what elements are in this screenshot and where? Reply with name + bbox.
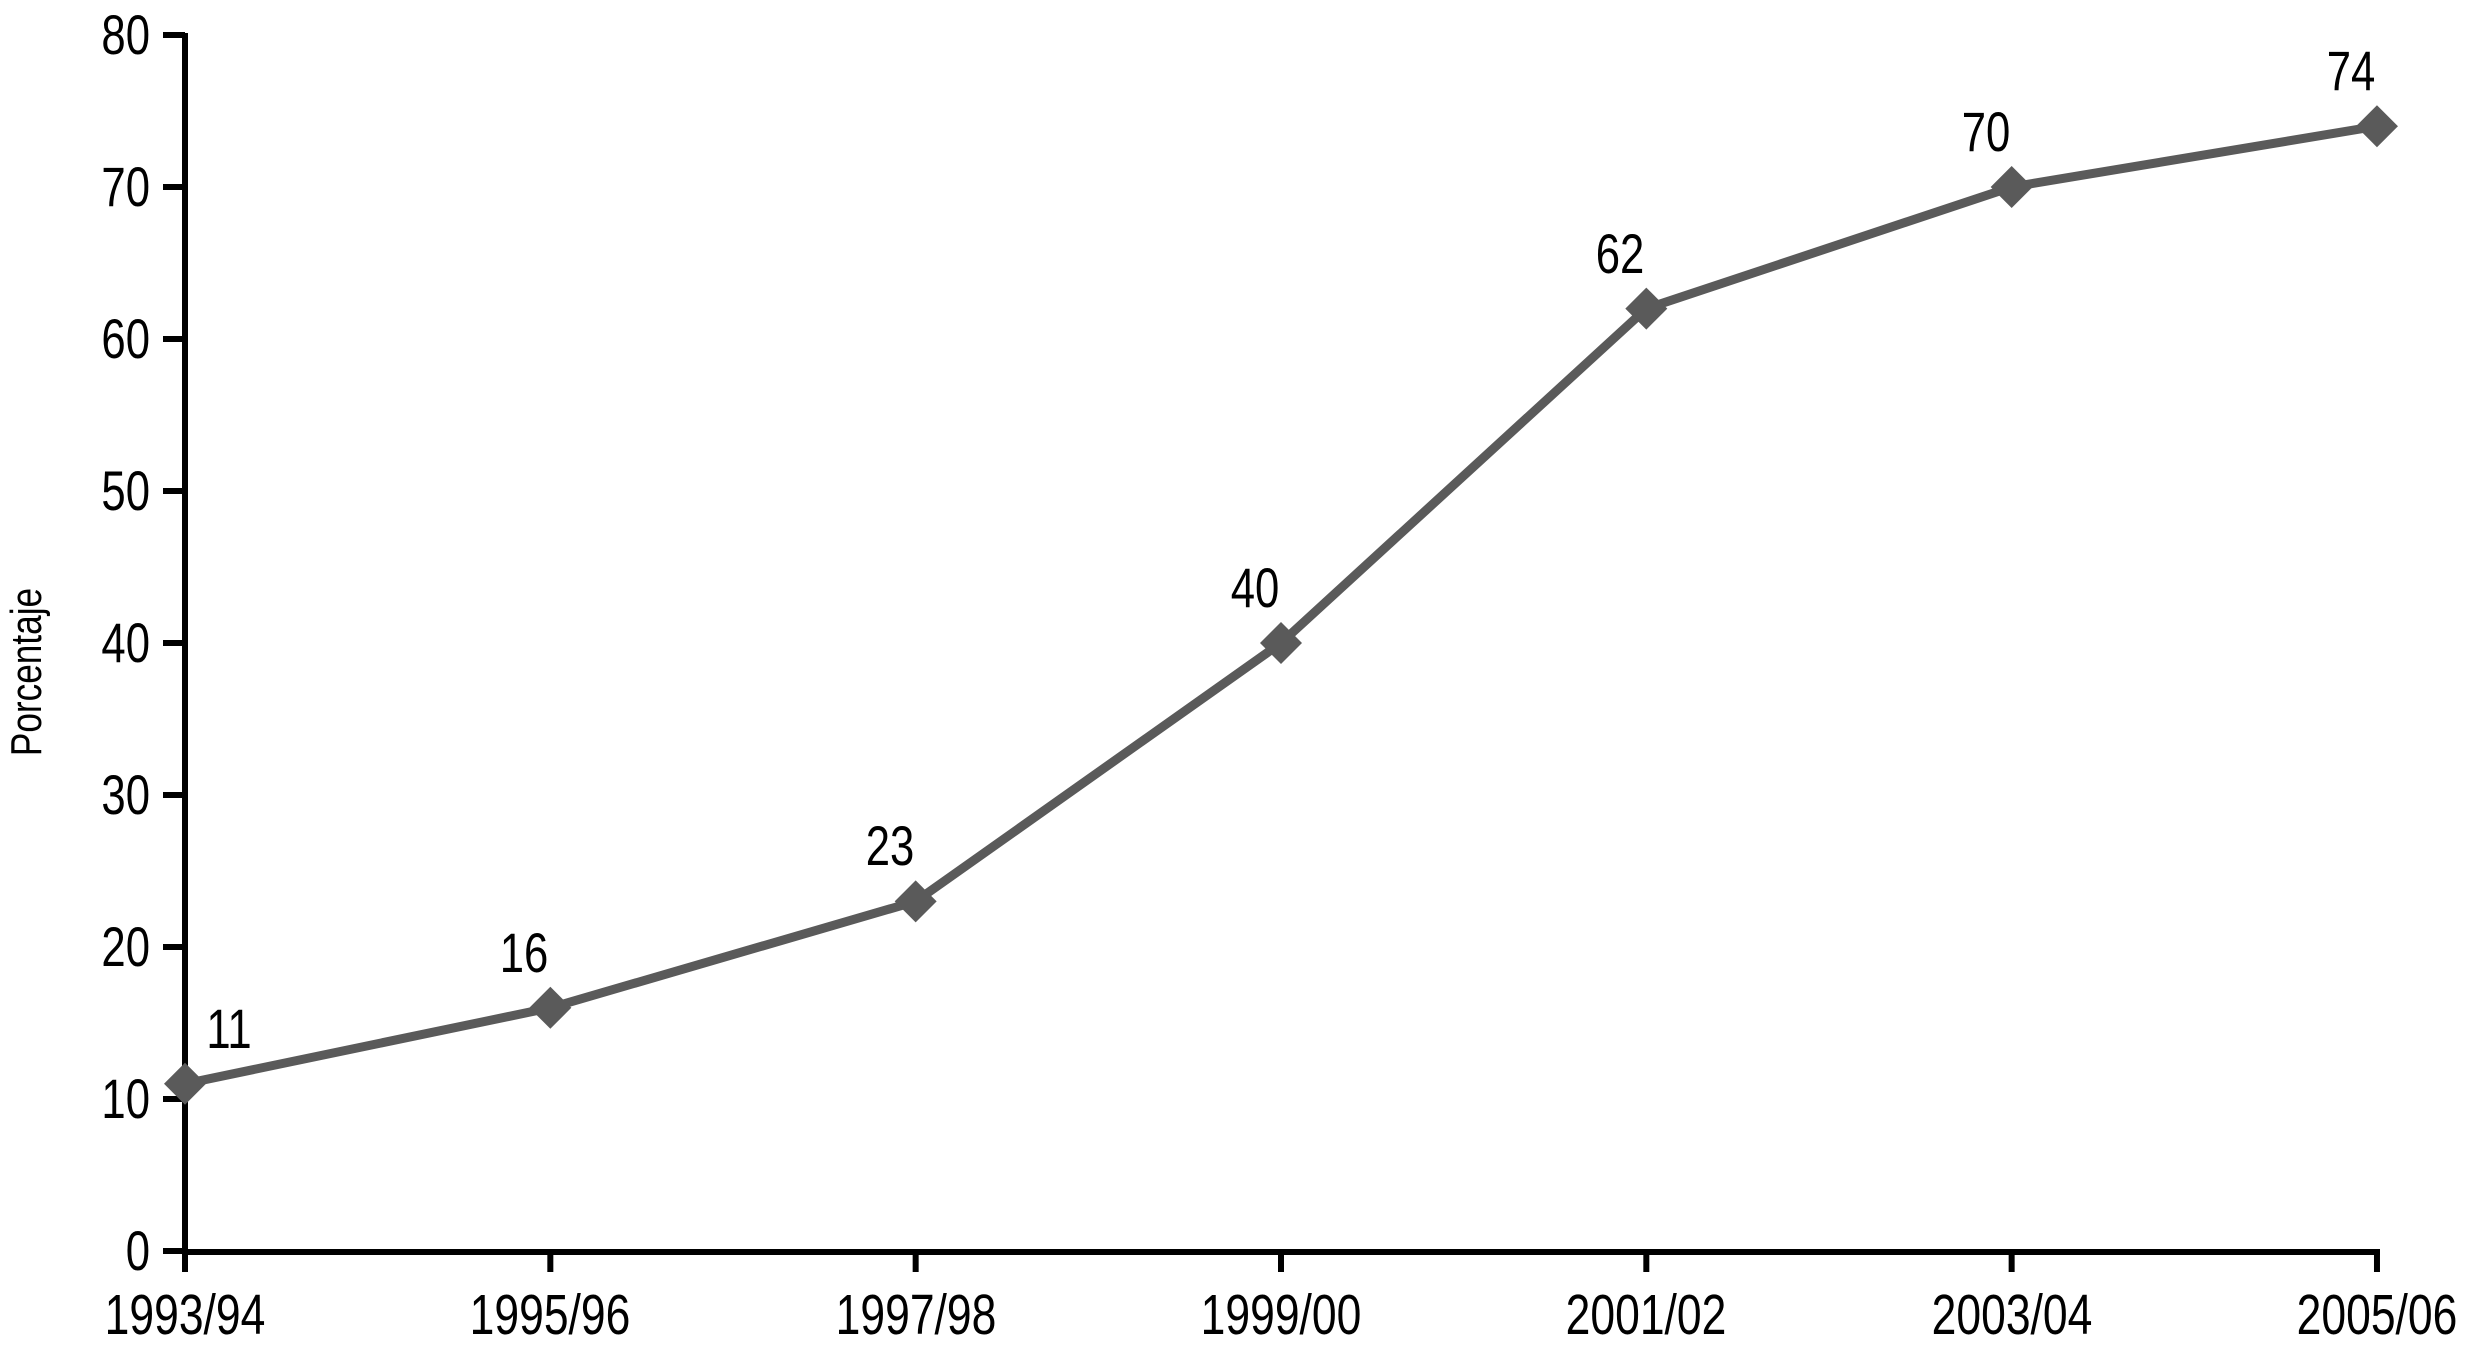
x-tick-label: 2001/02	[1565, 1283, 1727, 1347]
x-tick-label: 1995/96	[469, 1283, 631, 1347]
x-tick-label: 1999/00	[1200, 1283, 1362, 1347]
x-tick-label: 1997/98	[835, 1283, 997, 1347]
data-point-marker	[164, 1062, 206, 1105]
y-tick-label: 40	[101, 611, 150, 674]
y-tick-label: 70	[101, 155, 150, 218]
data-point-marker	[2355, 105, 2398, 148]
data-point-label: 62	[1596, 221, 1645, 285]
data-point-marker	[1990, 166, 2033, 208]
x-tick-label: 1993/94	[104, 1283, 266, 1347]
x-tick-label: 2005/06	[2296, 1283, 2458, 1347]
data-point-label: 11	[206, 996, 252, 1060]
data-point-marker	[529, 986, 572, 1029]
data-point-label: 23	[865, 814, 914, 878]
data-point-marker	[1259, 622, 1302, 664]
x-tick-label: 2003/04	[1931, 1283, 2092, 1347]
y-tick-label: 20	[101, 915, 150, 978]
y-tick-label: 50	[101, 459, 150, 522]
data-point-label: 70	[1961, 100, 2010, 163]
data-point-label: 74	[2326, 39, 2376, 103]
y-tick-label: 10	[101, 1067, 150, 1130]
data-point-marker	[894, 880, 937, 923]
y-tick-label: 30	[101, 763, 150, 826]
y-tick-label: 60	[101, 307, 150, 370]
data-point-label: 40	[1230, 556, 1280, 619]
data-point-label: 16	[500, 920, 549, 984]
y-tick-label: 80	[101, 3, 150, 66]
y-tick-label: 0	[125, 1219, 150, 1282]
data-point-marker	[1625, 287, 1668, 330]
